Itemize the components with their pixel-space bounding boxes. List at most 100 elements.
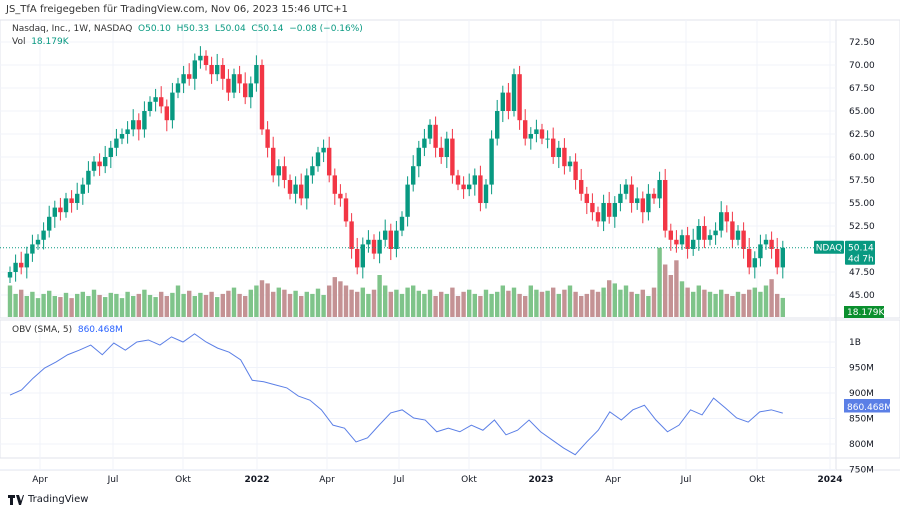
x-tick-label: 2023: [528, 475, 553, 485]
volume-bar: [590, 289, 595, 317]
obv-badge-label: 860.468M: [847, 403, 892, 413]
candle-body: [41, 230, 46, 240]
candle-body: [271, 147, 276, 176]
x-tick-label: Apr: [32, 475, 48, 485]
volume-bar: [668, 275, 673, 317]
candle-body: [719, 212, 724, 231]
volume-bar: [623, 285, 629, 317]
volume-bar: [741, 293, 746, 317]
candle-body: [674, 239, 679, 245]
volume-bar: [91, 289, 97, 317]
obv-line: [9, 333, 783, 456]
candle-body: [411, 166, 416, 185]
volume-bar: [455, 296, 461, 317]
candle-body: [663, 180, 668, 231]
volume-bar: [657, 247, 662, 317]
volume-bar: [131, 296, 136, 317]
volume-bar: [147, 294, 153, 317]
tradingview-logo[interactable]: TradingView: [8, 494, 88, 505]
candle-body: [159, 97, 164, 107]
volume-bar: [119, 298, 125, 317]
volume-bar: [411, 285, 416, 317]
candle-body: [416, 147, 421, 167]
obv-legend: OBV (SMA, 5) 860.468M: [12, 325, 123, 335]
candle-body: [450, 138, 455, 176]
x-tick-label: Apr: [605, 475, 621, 485]
x-tick-label: Jul: [680, 475, 692, 485]
volume-bar: [730, 296, 735, 317]
candle-body: [534, 129, 539, 134]
candle-body: [153, 97, 158, 102]
candle-body: [142, 111, 147, 130]
candle-body: [612, 203, 617, 217]
candle-body: [556, 147, 561, 157]
x-tick-label: Apr: [319, 475, 335, 485]
volume-bar: [567, 285, 573, 317]
volume-bar: [422, 293, 427, 317]
last-price-badge: [845, 240, 875, 265]
candle-body: [702, 226, 707, 240]
volume-bar: [103, 297, 108, 317]
symbol-label: Nasdaq, Inc., 1W, NASDAQ: [12, 24, 133, 34]
volume-bar: [775, 293, 780, 317]
tradingview-icon: [8, 494, 24, 505]
volume-bar: [304, 291, 309, 317]
obv-tick-label: 900M: [849, 389, 874, 399]
volume-bar: [299, 296, 304, 317]
candle-body: [231, 74, 237, 93]
candle-body: [741, 230, 746, 249]
candle-body: [523, 120, 528, 139]
candle-body: [332, 175, 337, 194]
candle-body: [618, 193, 623, 203]
volume-bar: [315, 288, 321, 317]
candle-body: [562, 147, 567, 167]
candle-body: [86, 170, 91, 185]
close-value: C50.14: [251, 24, 284, 34]
volume-bar: [293, 290, 298, 317]
volume-bar: [439, 291, 444, 317]
volume-bar: [13, 293, 18, 317]
volume-bar: [607, 280, 612, 317]
volume-bar: [282, 289, 287, 317]
symbol-badge-label: NDAQ: [816, 244, 843, 254]
volume-bar: [310, 293, 315, 317]
candle-body: [282, 166, 287, 180]
volume-bar: [691, 291, 696, 317]
candle-body: [119, 134, 125, 139]
x-tick-label: 2022: [244, 475, 269, 485]
candle-body: [136, 120, 141, 130]
x-tick-label: Jul: [393, 475, 405, 485]
candle-body: [444, 138, 449, 157]
candle-body: [338, 193, 343, 199]
candle-body: [691, 239, 696, 249]
volume-bar: [164, 296, 169, 317]
candle-body: [175, 83, 181, 93]
candle-body: [187, 74, 192, 79]
main-pane: [0, 19, 900, 319]
candle-body: [763, 239, 769, 245]
candle-body: [215, 65, 220, 75]
volume-bar: [707, 291, 713, 317]
volume-bar: [349, 289, 354, 317]
candle-body: [75, 193, 80, 203]
open-value: O50.10: [138, 24, 171, 34]
volume-bar: [181, 293, 186, 317]
candle-body: [579, 180, 584, 194]
candle-body: [551, 138, 556, 157]
candle-body: [747, 249, 752, 268]
x-tick-label: Okt: [175, 475, 191, 485]
volume-bar: [612, 283, 617, 317]
price-tick-label: 60.00: [849, 153, 875, 163]
volume-bar: [679, 281, 685, 317]
vol-value: 18.179K: [31, 37, 69, 47]
candle-body: [607, 203, 612, 217]
candle-body: [405, 184, 410, 217]
obv-tick-label: 950M: [849, 364, 874, 374]
price-tick-label: 45.00: [849, 291, 875, 301]
volume-bar: [472, 293, 477, 317]
volume-bar: [702, 289, 707, 317]
candle-body: [7, 272, 13, 278]
volume-bar: [427, 289, 433, 317]
candle-body: [517, 74, 522, 121]
